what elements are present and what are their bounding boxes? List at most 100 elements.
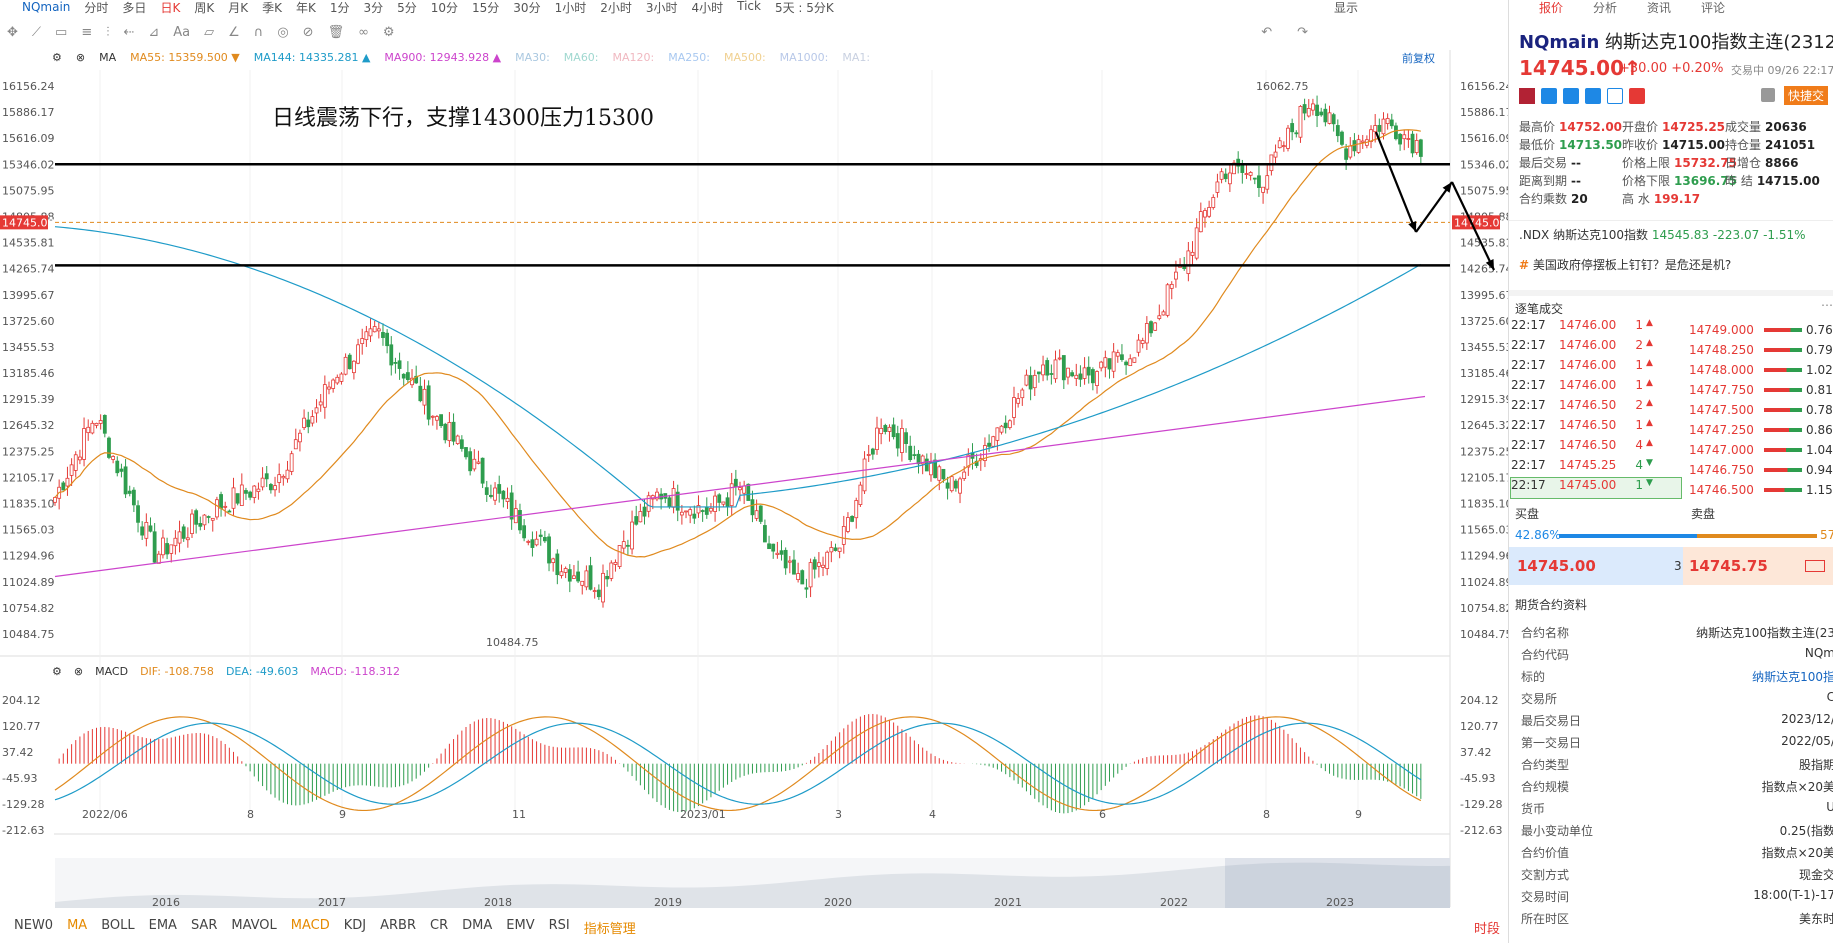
tab-2[interactable]: 资讯 xyxy=(1647,0,1672,15)
indicator-2[interactable]: BOLL xyxy=(101,917,135,933)
crosshair-icon[interactable]: ✥ xyxy=(7,24,18,40)
parallel-tool-icon[interactable]: ≡ xyxy=(81,24,93,40)
macd-tick-right: 37.42 xyxy=(1460,746,1492,759)
period-0[interactable]: 分时 xyxy=(84,0,109,15)
link-icon[interactable]: ∞ xyxy=(358,24,369,40)
period-8[interactable]: 3分 xyxy=(363,0,384,15)
indicator-7[interactable]: KDJ xyxy=(343,917,367,933)
indicator-12[interactable]: RSI xyxy=(548,917,570,933)
contract-row: 合约代码 NQm xyxy=(1521,646,1833,662)
period-6[interactable]: 年K xyxy=(295,0,316,15)
period-14[interactable]: 2小时 xyxy=(600,0,632,15)
line-tool-icon[interactable]: ⟋ xyxy=(31,24,42,40)
macd-name[interactable]: MACD xyxy=(95,665,129,678)
tick-row: 22:17 14745.00 1 ▼ xyxy=(1510,477,1682,499)
period-2[interactable]: 日K xyxy=(160,0,181,15)
hide-icon[interactable]: ⊘ xyxy=(302,24,314,40)
indicator-1[interactable]: MA xyxy=(67,917,88,933)
candle-body xyxy=(239,484,244,506)
tab-3[interactable]: 评论 xyxy=(1701,0,1726,15)
rect-tool-icon[interactable]: ▭ xyxy=(55,24,68,40)
undo-icon[interactable]: ↶ xyxy=(1261,24,1273,40)
lightning-icon[interactable] xyxy=(1541,88,1557,104)
quote-cell: 价格上限 15732.75 xyxy=(1622,156,1738,170)
indicator-5[interactable]: MAVOL xyxy=(231,917,277,933)
gear-icon[interactable]: ⚙ xyxy=(52,50,62,64)
period-18[interactable]: 5天 : 5分K xyxy=(774,0,834,15)
macd-tick-right: -212.63 xyxy=(1460,824,1502,837)
indicator-10[interactable]: DMA xyxy=(462,917,493,933)
book-bar xyxy=(1764,428,1802,432)
indicator-8[interactable]: ARBR xyxy=(380,917,417,933)
candle-body xyxy=(1340,131,1344,145)
period-7[interactable]: 1分 xyxy=(329,0,350,15)
arrow-tool-icon[interactable]: ⇠ xyxy=(123,24,135,40)
candle-body xyxy=(821,564,825,568)
ndx-row[interactable]: .NDX 纳斯达克100指数 14545.83 -223.07 -1.51% xyxy=(1519,228,1806,242)
more-icon[interactable]: ⋯ xyxy=(1821,298,1833,312)
period-17[interactable]: Tick xyxy=(737,0,761,13)
indicator-4[interactable]: SAR xyxy=(190,917,218,933)
gear-icon[interactable]: ⚙ xyxy=(52,665,62,678)
fib-tool-icon[interactable]: ⫶ xyxy=(106,24,110,40)
session-button[interactable]: 时段 xyxy=(1473,921,1500,937)
indicator-9[interactable]: CR xyxy=(430,917,449,933)
symbol-label[interactable]: NQmain xyxy=(22,0,71,14)
period-3[interactable]: 周K xyxy=(194,0,215,15)
period-10[interactable]: 10分 xyxy=(430,0,459,15)
candle-body xyxy=(418,385,423,402)
candle-body xyxy=(1049,373,1054,375)
overview-window[interactable] xyxy=(1225,858,1450,908)
period-13[interactable]: 1小时 xyxy=(554,0,587,15)
period-9[interactable]: 5分 xyxy=(397,0,417,15)
note-tool-icon[interactable]: ▱ xyxy=(204,24,215,40)
measure-tool-icon[interactable]: ⊿ xyxy=(148,24,160,40)
settings-icon[interactable]: ⚙ xyxy=(382,24,395,40)
period-16[interactable]: 4小时 xyxy=(691,0,724,15)
text-tool-icon[interactable]: Aa xyxy=(173,24,191,40)
candle-body xyxy=(634,516,639,525)
candle-body xyxy=(742,485,747,494)
indicator-6[interactable]: MACD xyxy=(290,917,330,933)
display-menu[interactable]: 显示 xyxy=(1333,0,1358,15)
bid-ask[interactable]: 14745.00 3 14745.75 xyxy=(1509,547,1833,585)
price-tick-left: 12105.17 xyxy=(2,471,55,484)
quick-trade-button[interactable]: 快捷交 xyxy=(1784,86,1829,105)
x-tick: 6 xyxy=(1099,808,1106,821)
building-icon[interactable] xyxy=(1563,88,1579,104)
tab-0[interactable]: 报价 xyxy=(1539,0,1564,15)
bid-price[interactable]: 14745.00 xyxy=(1517,557,1596,575)
bell-icon[interactable] xyxy=(1761,88,1775,102)
candle-body xyxy=(713,495,717,512)
heart-icon[interactable] xyxy=(1629,88,1645,104)
period-15[interactable]: 3小时 xyxy=(645,0,678,15)
period-5[interactable]: 季K xyxy=(262,0,282,15)
period-11[interactable]: 15分 xyxy=(472,0,500,15)
adjust-toggle[interactable]: 前复权 xyxy=(1402,52,1435,65)
indicator-3[interactable]: EMA xyxy=(148,917,177,933)
eye-icon[interactable]: ◎ xyxy=(277,24,289,40)
doc-icon[interactable] xyxy=(1607,88,1623,104)
price-tag-left-text: 14745.00 xyxy=(2,216,55,229)
indicator-0[interactable]: NEW0 xyxy=(14,917,54,933)
kline-chart[interactable]: 16156.24 16156.24 15886.17 15886.17 15616.09… xyxy=(0,0,1508,943)
news-headline[interactable]: # 美国政府停摆板上钉钉？是危还是机? xyxy=(1519,258,1732,272)
period-4[interactable]: 月K xyxy=(228,0,249,15)
close-icon[interactable]: ⊗ xyxy=(75,50,86,64)
angle-tool-icon[interactable]: ∠ xyxy=(228,24,240,40)
tab-1[interactable]: 分析 xyxy=(1593,0,1618,15)
indicator-13[interactable]: 指标管理 xyxy=(583,921,636,937)
indicator-11[interactable]: EMV xyxy=(506,917,535,933)
period-12[interactable]: 30分 xyxy=(513,0,541,15)
macd-tick-right: 120.77 xyxy=(1460,720,1499,733)
ma-item-7: MA500: xyxy=(723,50,766,64)
close-icon[interactable]: ⊗ xyxy=(73,665,84,678)
ask-price[interactable]: 14745.75 xyxy=(1689,557,1768,575)
trash-icon[interactable]: 🗑 xyxy=(327,24,345,40)
indicator-name[interactable]: MA xyxy=(99,50,117,64)
tag-icon[interactable] xyxy=(1585,88,1601,104)
period-1[interactable]: 多日 xyxy=(122,0,147,15)
redo-icon[interactable]: ↷ xyxy=(1297,24,1308,40)
magnet-icon[interactable]: ∩ xyxy=(253,24,264,40)
price-tick-left: 12645.32 xyxy=(2,419,55,432)
